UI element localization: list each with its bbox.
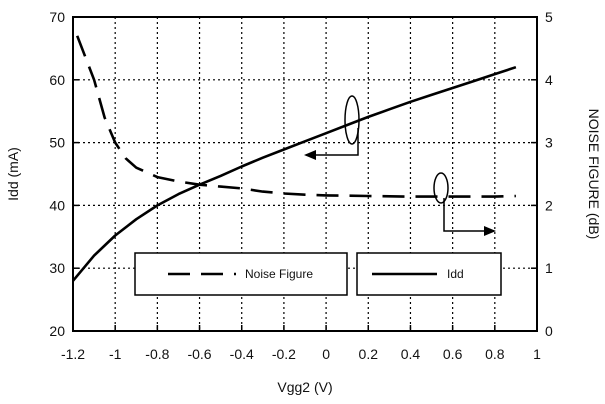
x-tick-label: 0.8 <box>485 346 505 362</box>
y2-axis-title: NOISE FIGURE (dB) <box>586 109 602 240</box>
y-tick-label: 30 <box>49 260 65 276</box>
x-tick-label: -0.2 <box>272 346 296 362</box>
y-tick-label: 50 <box>49 135 65 151</box>
y2-tick-label: 2 <box>545 197 553 213</box>
x-axis-title: Vgg2 (V) <box>277 379 332 395</box>
x-tick-label: -0.4 <box>230 346 254 362</box>
legend-label-idd: Idd <box>447 267 464 281</box>
annotations <box>304 95 496 236</box>
x-tick-label: 0.2 <box>359 346 379 362</box>
x-tick-label: 0.4 <box>401 346 421 362</box>
y2-tick-label: 4 <box>545 72 553 88</box>
idd-line <box>72 65 517 282</box>
ticks: -1.2 -1 -0.8 -0.6 -0.4 -0.2 0 0.2 0.4 0.6 0.8 12030… <box>49 9 553 362</box>
x-tick-label: 0 <box>322 346 330 362</box>
x-tick-label: -1.2 <box>61 346 85 362</box>
x-tick-label: 0.6 <box>443 346 463 362</box>
x-tick-label: -0.8 <box>145 346 169 362</box>
x-tick-label: -1 <box>109 346 122 362</box>
y2-tick-label: 0 <box>545 323 553 339</box>
y-tick-label: 40 <box>49 197 65 213</box>
y2-tick-label: 5 <box>545 9 553 25</box>
y-tick-label: 70 <box>49 9 65 25</box>
y-axis-title: Idd (mA) <box>5 147 21 201</box>
y2-tick-label: 1 <box>545 260 553 276</box>
legend-box-noise-figure <box>134 252 348 296</box>
noise-figure-line <box>75 35 516 198</box>
y-tick-label: 20 <box>49 323 65 339</box>
legend: Noise Figure Idd <box>134 252 502 296</box>
noise-figure-axis-ellipse <box>433 172 449 204</box>
idd-axis-arrow <box>304 128 359 160</box>
legend-label-noise-figure: Noise Figure <box>245 267 313 281</box>
series-layer <box>72 35 517 282</box>
y2-tick-label: 3 <box>545 135 553 151</box>
noise-figure-axis-arrow <box>443 198 496 236</box>
y-tick-label: 60 <box>49 72 65 88</box>
idd-axis-ellipse <box>344 95 360 145</box>
x-tick-label: 1 <box>533 346 541 362</box>
plot-frame <box>72 16 538 332</box>
x-tick-label: -0.6 <box>187 346 211 362</box>
